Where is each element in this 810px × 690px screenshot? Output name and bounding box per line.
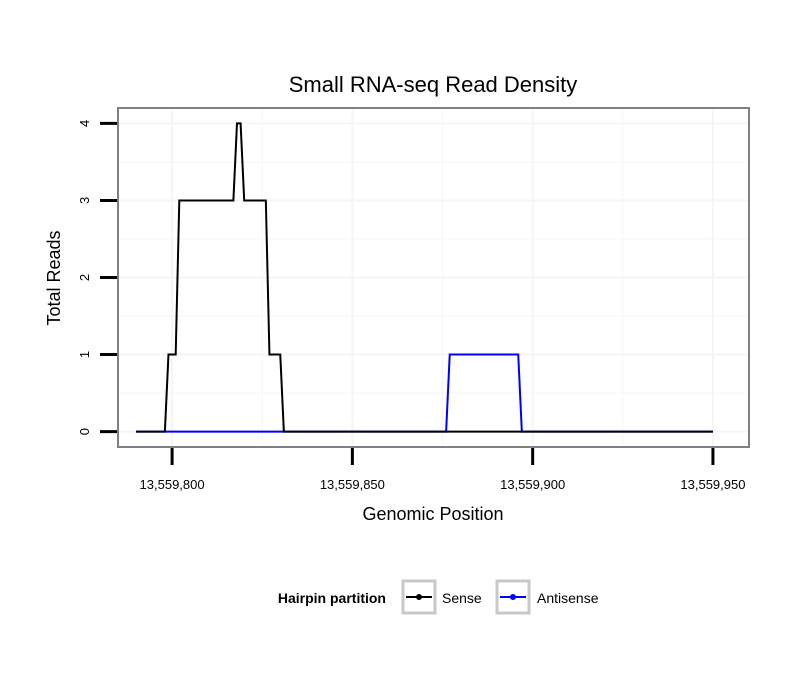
x-tick-label: 13,559,800 [140, 477, 205, 492]
x-axis-title: Genomic Position [362, 504, 503, 524]
x-axis-ticks: 13,559,800 13,559,850 13,559,900 13,559,950 [140, 448, 745, 492]
series-lines [136, 122, 713, 433]
legend-title: Hairpin partition [278, 590, 386, 606]
y-tick-label: 4 [77, 120, 92, 127]
legend-label-antisense: Antisense [537, 590, 599, 606]
x-tick-label: 13,559,950 [680, 477, 745, 492]
y-axis-title: Total Reads [44, 230, 64, 325]
y-tick-label: 2 [77, 274, 92, 281]
grid-lines [118, 108, 749, 447]
legend-point-antisense [510, 594, 516, 600]
chart-title: Small RNA-seq Read Density [289, 72, 578, 97]
y-tick-label: 0 [77, 428, 92, 435]
series-line-sense [136, 122, 713, 433]
x-tick-label: 13,559,900 [500, 477, 565, 492]
legend-point-sense [416, 594, 422, 600]
y-tick-label: 3 [77, 197, 92, 204]
y-tick-label: 1 [77, 351, 92, 358]
legend: Hairpin partition Sense Antisense [278, 579, 599, 615]
y-axis-ticks: 0 1 2 3 4 [77, 120, 117, 435]
legend-label-sense: Sense [442, 590, 482, 606]
x-tick-label: 13,559,850 [320, 477, 385, 492]
plot-border [117, 107, 750, 448]
